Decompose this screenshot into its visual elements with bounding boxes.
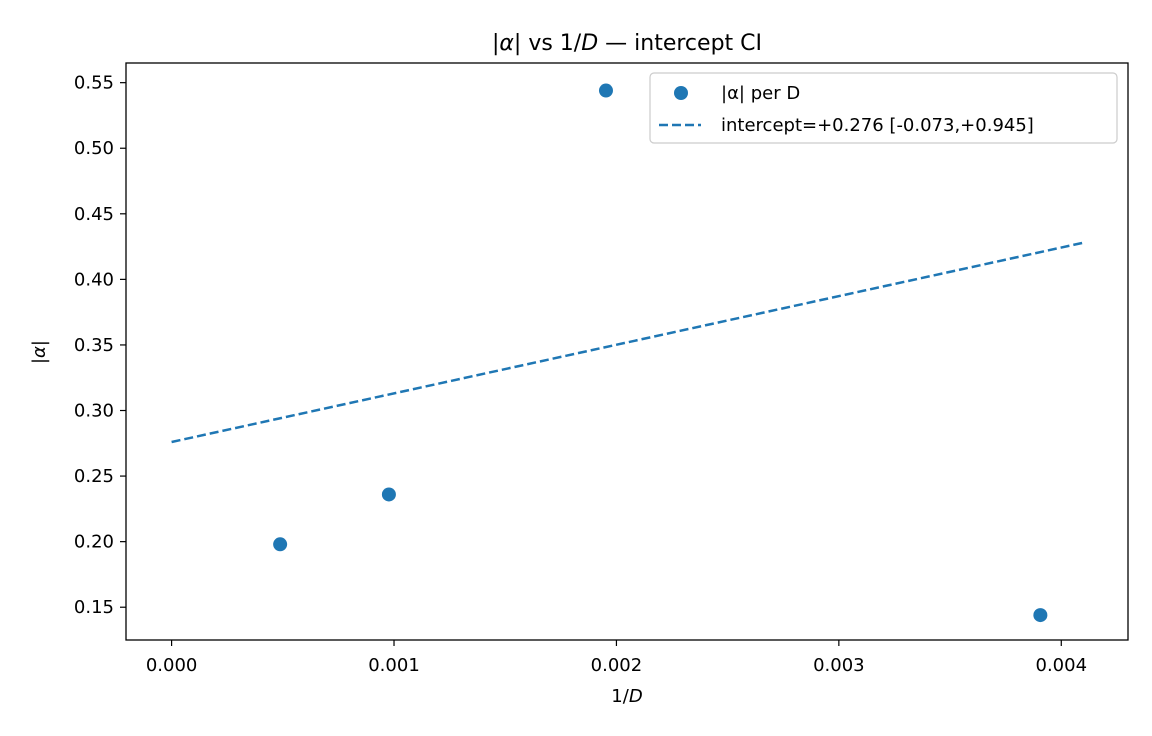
legend-point-marker	[674, 86, 688, 100]
x-tick-label: 0.003	[813, 655, 865, 676]
axes-frame	[125, 62, 1129, 641]
y-tick-label: 0.30	[74, 401, 114, 422]
legend-box	[649, 72, 1118, 144]
y-tick-label: 0.35	[74, 335, 114, 356]
y-tick-label: 0.45	[74, 204, 114, 225]
scatter-point	[598, 83, 613, 98]
scatter-point	[381, 487, 396, 502]
x-tick-label: 0.004	[1036, 655, 1088, 676]
y-tick-label: 0.25	[74, 466, 114, 487]
scatter-point	[273, 537, 288, 552]
chart-title: |α| vs 1/D — intercept CI	[492, 31, 762, 56]
y-tick-label: 0.55	[74, 73, 114, 94]
y-tick-label: 0.50	[74, 138, 114, 159]
y-axis-title: |α|	[29, 340, 50, 364]
legend-label: intercept=+0.276 [-0.073,+0.945]	[721, 115, 1034, 136]
plot-area: 0.000 0.001 0.002 0.003 0.004 0.15 0.20 0.25 0.3…	[74, 62, 1129, 676]
x-tick-label: 0.001	[368, 655, 420, 676]
fit-line	[171, 241, 1084, 444]
y-tick-label: 0.15	[74, 597, 114, 618]
legend: |α| per D intercept=+0.276 [-0.073,+0.945…	[649, 72, 1118, 144]
y-tick-label: 0.40	[74, 269, 114, 290]
x-tick-label: 0.000	[146, 655, 198, 676]
x-axis-title: 1/D	[611, 686, 642, 707]
scatter-point	[1033, 608, 1048, 623]
legend-label: |α| per D	[721, 83, 800, 104]
y-tick-label: 0.20	[74, 532, 114, 553]
x-tick-label: 0.002	[591, 655, 643, 676]
